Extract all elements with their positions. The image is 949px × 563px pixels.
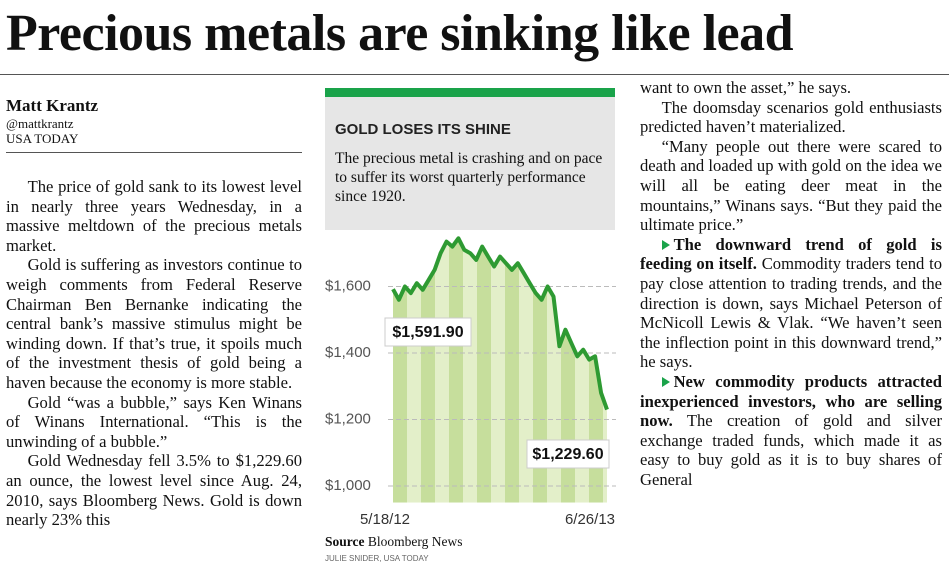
header-box	[325, 97, 615, 230]
stripe	[407, 238, 421, 503]
stripe	[533, 238, 547, 503]
y-tick-label: $1,600	[325, 277, 371, 294]
stripe	[435, 238, 449, 503]
value-label: $1,591.90	[392, 324, 463, 341]
stripe	[421, 238, 435, 503]
lead-in: New commodity products attracted inexper…	[640, 371, 942, 431]
left-column: The price of gold sank to its lowest lev…	[6, 177, 302, 530]
chart-box: GOLD LOSES ITS SHINE The precious metal …	[318, 88, 618, 563]
value-label: $1,229.60	[532, 446, 603, 463]
right-column: want to own the asset,” he says. The doo…	[640, 78, 942, 489]
x-tick-label: 6/26/13	[565, 511, 615, 528]
paragraph: The downward trend of gold is feeding on…	[640, 235, 942, 372]
stripe	[463, 238, 477, 503]
outlet: USA TODAY	[6, 131, 79, 146]
paragraph: New commodity products attracted inexper…	[640, 372, 942, 490]
handle: @mattkrantz	[6, 116, 74, 131]
paragraph: Gold “was a bubble,” says Ken Winans of …	[6, 392, 302, 451]
paragraph: Gold Wednesday fell 3.5% to $1,229.60 an…	[6, 451, 302, 530]
stripe	[393, 238, 407, 503]
lead-in: The downward trend of gold is feeding on…	[640, 234, 942, 274]
header-bar	[325, 88, 615, 97]
rule	[0, 74, 949, 75]
x-tick-label: 5/18/12	[360, 511, 410, 528]
y-tick-label: $1,200	[325, 410, 371, 427]
source: Source Bloomberg News	[325, 534, 463, 550]
stripe	[519, 238, 533, 503]
chart: $1,000 $1,200 $1,400 $1,600 5/18/12 6/26/13 $1…	[325, 236, 616, 528]
paragraph-text: The creation of gold and silver exchange…	[640, 411, 942, 489]
credit: JULIE SNIDER, USA TODAY	[325, 554, 429, 563]
paragraph: The price of gold sank to its lowest lev…	[6, 177, 302, 255]
author: Matt Krantz	[6, 96, 99, 115]
stripe	[505, 238, 519, 503]
y-tick-label: $1,400	[325, 344, 371, 361]
headline: Precious metals are sinking like lead	[6, 5, 794, 62]
stripe	[449, 238, 463, 503]
stripe	[477, 238, 491, 503]
arrow-icon	[661, 376, 670, 387]
chart-subtitle: The precious metal is crashing and on pa…	[335, 150, 603, 205]
paragraph: “Many people out there were scared to de…	[640, 136, 942, 235]
paragraph: The doomsday scenarios gold enthusiasts …	[640, 97, 942, 137]
source-name: Bloomberg News	[367, 534, 463, 549]
paragraph-text: Commodity traders tend to pay close atte…	[640, 254, 942, 372]
value-label-box	[384, 317, 472, 347]
paragraph: want to own the asset,” he says.	[640, 78, 852, 97]
value-label-box	[526, 439, 610, 469]
stripe	[491, 238, 505, 503]
byline: Matt Krantz @mattkrantz USA TODAY	[6, 96, 302, 146]
y-tick-label: $1,000	[325, 477, 371, 494]
line	[391, 236, 609, 411]
paragraph: Gold is suffering as investors continue …	[6, 255, 302, 392]
arrow-icon	[661, 239, 670, 250]
rule	[6, 152, 302, 153]
source-label: Source	[325, 534, 365, 549]
chart-title: GOLD LOSES ITS SHINE	[335, 121, 511, 138]
